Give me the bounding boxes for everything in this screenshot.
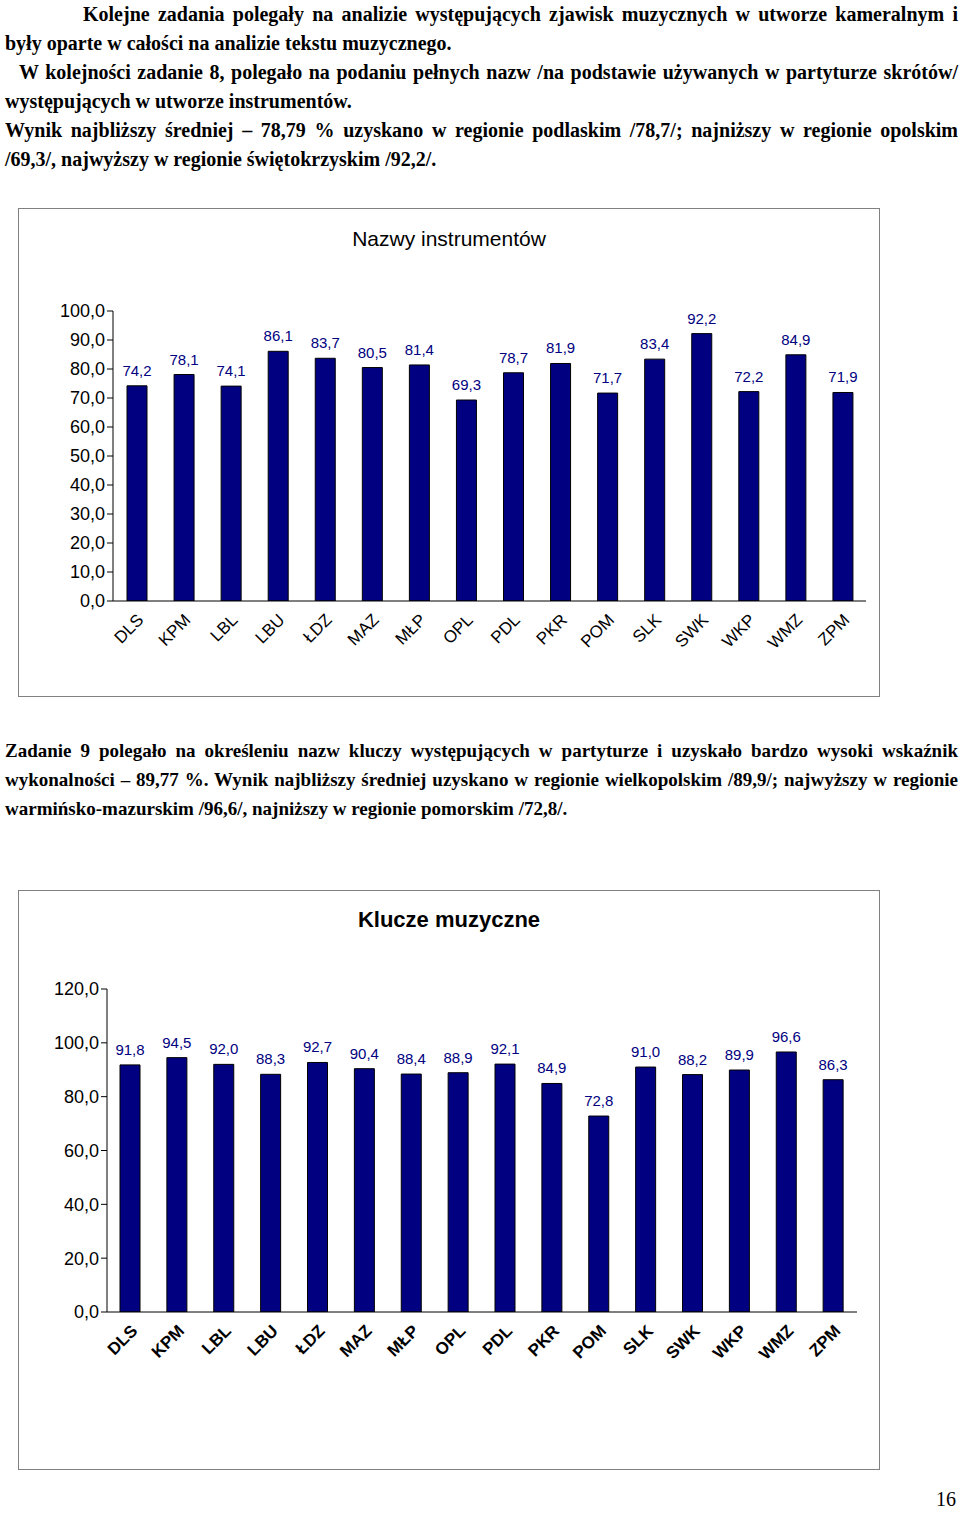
html-text:Klucze muzyczne: Klucze muzyczne (357, 907, 541, 932)
svg-text:90,4: 90,4 (350, 1045, 379, 1062)
html-text:Zadanie 9 polegało na określen: Zadanie 9 polegało na określeniu nazw kl… (5, 740, 958, 819)
svg-text:WKP: WKP (718, 610, 759, 651)
html-text:16: 16 (936, 1488, 956, 1510)
svg-text:80,0: 80,0 (70, 359, 105, 379)
svg-text:KPM: KPM (155, 610, 194, 649)
html-text:Wynik najbliższy średniej – 78: Wynik najbliższy średniej – 78,79 % uzys… (5, 119, 958, 170)
svg-text:78,7: 78,7 (499, 349, 528, 366)
svg-text:78,1: 78,1 (169, 351, 198, 368)
html-text:Nazwy instrumentów: Nazwy instrumentów (352, 227, 546, 250)
svg-text:71,9: 71,9 (828, 368, 857, 385)
svg-text:40,0: 40,0 (64, 1195, 99, 1215)
svg-text:DLS: DLS (111, 610, 148, 647)
svg-text:84,9: 84,9 (781, 331, 810, 348)
svg-text:ZPM: ZPM (806, 1321, 845, 1360)
svg-text:20,0: 20,0 (70, 533, 105, 553)
svg-text:94,5: 94,5 (162, 1034, 191, 1051)
svg-text:OPL: OPL (439, 610, 476, 647)
svg-text:0,0: 0,0 (74, 1302, 99, 1322)
svg-text:MAZ: MAZ (344, 610, 383, 649)
svg-text:MŁP: MŁP (392, 610, 430, 648)
svg-text:70,0: 70,0 (70, 388, 105, 408)
svg-text:88,9: 88,9 (444, 1049, 473, 1066)
svg-text:OPL: OPL (431, 1321, 469, 1359)
svg-text:91,8: 91,8 (115, 1041, 144, 1058)
svg-text:96,6: 96,6 (772, 1028, 801, 1045)
svg-text:MŁP: MŁP (384, 1321, 423, 1360)
svg-text:84,9: 84,9 (537, 1059, 566, 1076)
svg-text:POM: POM (577, 610, 618, 651)
svg-text:88,3: 88,3 (256, 1050, 285, 1067)
svg-text:20,0: 20,0 (64, 1249, 99, 1269)
svg-text:LBU: LBU (252, 610, 289, 647)
svg-text:ŁDZ: ŁDZ (292, 1321, 329, 1358)
svg-text:POM: POM (569, 1321, 610, 1362)
svg-text:ZPM: ZPM (814, 610, 853, 649)
svg-text:92,2: 92,2 (687, 310, 716, 327)
svg-text:92,0: 92,0 (209, 1040, 238, 1057)
svg-text:WKP: WKP (709, 1321, 750, 1362)
svg-text:LBU: LBU (244, 1321, 282, 1359)
svg-text:MAZ: MAZ (336, 1321, 375, 1360)
svg-text:100,0: 100,0 (60, 301, 105, 321)
svg-text:92,1: 92,1 (490, 1040, 519, 1057)
svg-text:74,1: 74,1 (217, 362, 246, 379)
svg-text:81,9: 81,9 (546, 339, 575, 356)
svg-text:72,2: 72,2 (734, 368, 763, 385)
svg-text:ŁDZ: ŁDZ (299, 610, 335, 646)
svg-text:PDL: PDL (487, 610, 524, 647)
svg-text:86,1: 86,1 (264, 327, 293, 344)
svg-text:91,0: 91,0 (631, 1043, 660, 1060)
svg-text:88,2: 88,2 (678, 1051, 707, 1068)
svg-text:LBL: LBL (207, 610, 242, 645)
svg-text:74,2: 74,2 (122, 362, 151, 379)
svg-text:89,9: 89,9 (725, 1046, 754, 1063)
svg-text:SLK: SLK (619, 1321, 657, 1359)
svg-text:81,4: 81,4 (405, 341, 434, 358)
svg-text:72,8: 72,8 (584, 1092, 613, 1109)
svg-text:60,0: 60,0 (70, 417, 105, 437)
svg-text:40,0: 40,0 (70, 475, 105, 495)
svg-text:10,0: 10,0 (70, 562, 105, 582)
svg-text:86,3: 86,3 (819, 1056, 848, 1073)
svg-text:KPM: KPM (148, 1321, 188, 1361)
svg-text:50,0: 50,0 (70, 446, 105, 466)
svg-text:PKR: PKR (533, 610, 571, 648)
svg-text:71,7: 71,7 (593, 369, 622, 386)
svg-text:83,7: 83,7 (311, 334, 340, 351)
svg-text:0,0: 0,0 (80, 591, 105, 611)
svg-text:69,3: 69,3 (452, 376, 481, 393)
svg-text:88,4: 88,4 (397, 1050, 426, 1067)
svg-text:30,0: 30,0 (70, 504, 105, 524)
svg-text:WMZ: WMZ (764, 610, 806, 652)
svg-text:SLK: SLK (629, 610, 666, 647)
html-text:Kolejne zadania polegały na an: Kolejne zadania polegały na analizie wys… (5, 3, 958, 54)
svg-text:DLS: DLS (104, 1321, 141, 1358)
svg-text:100,0: 100,0 (54, 1033, 99, 1053)
svg-text:PDL: PDL (479, 1321, 516, 1358)
svg-text:120,0: 120,0 (54, 979, 99, 999)
svg-text:SWK: SWK (671, 610, 712, 651)
svg-text:80,0: 80,0 (64, 1087, 99, 1107)
svg-text:PKR: PKR (524, 1321, 563, 1360)
svg-text:80,5: 80,5 (358, 344, 387, 361)
svg-text:WMZ: WMZ (755, 1321, 797, 1363)
svg-text:60,0: 60,0 (64, 1141, 99, 1161)
svg-text:83,4: 83,4 (640, 335, 669, 352)
svg-text:90,0: 90,0 (70, 330, 105, 350)
html-text:W kolejności zadanie 8, polega: W kolejności zadanie 8, polegało na poda… (5, 61, 958, 112)
svg-text:SWK: SWK (662, 1321, 704, 1363)
svg-text:LBL: LBL (198, 1321, 235, 1358)
svg-text:92,7: 92,7 (303, 1038, 332, 1055)
